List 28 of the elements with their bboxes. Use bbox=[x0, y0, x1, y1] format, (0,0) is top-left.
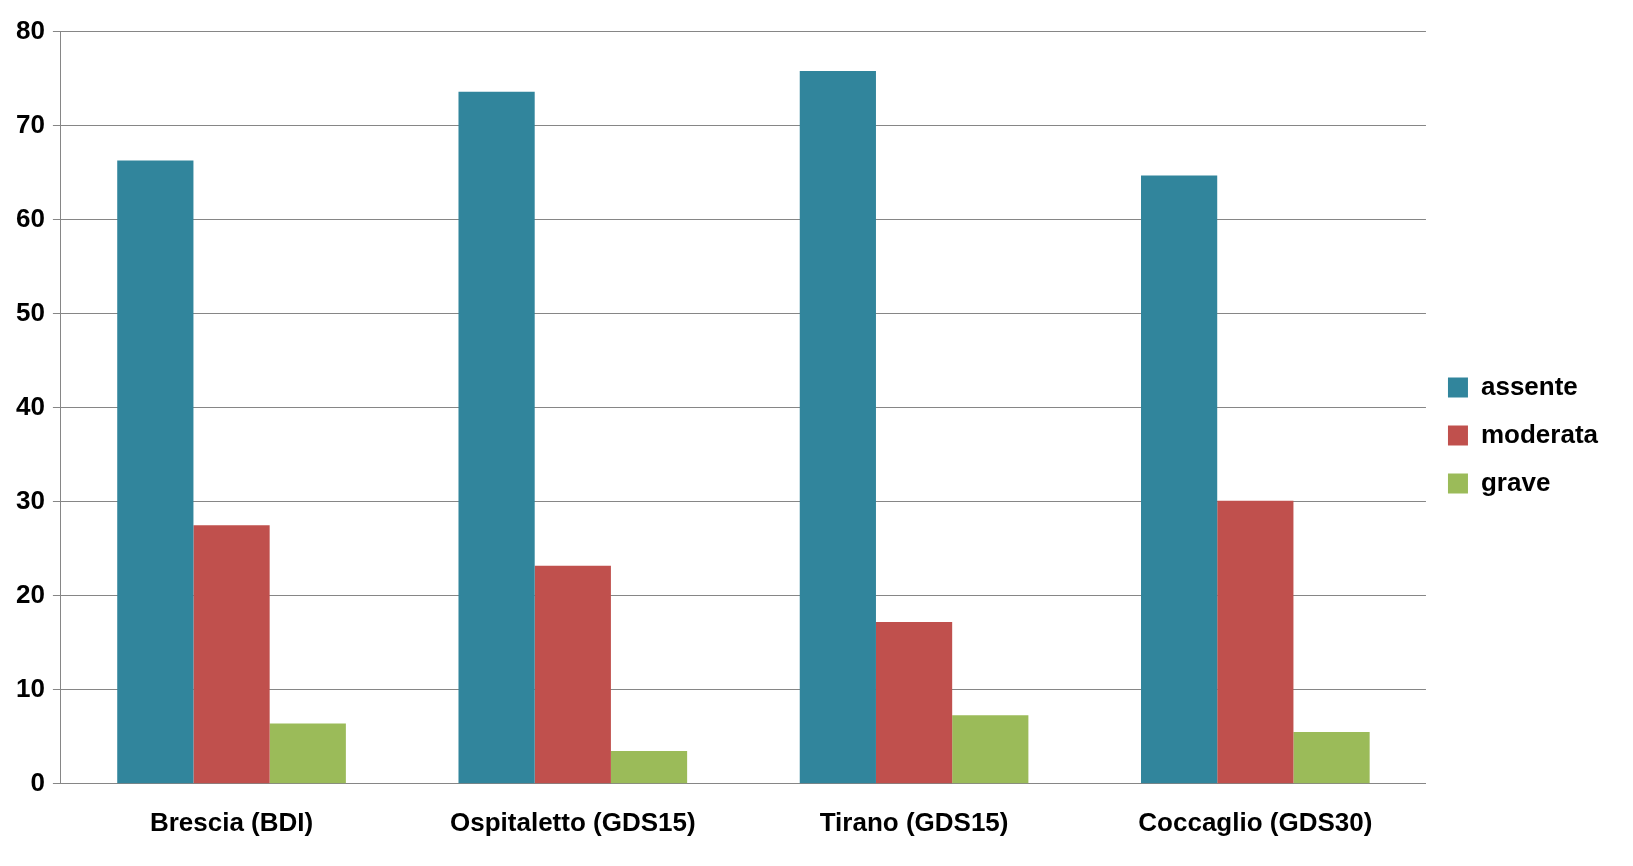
bar bbox=[193, 525, 270, 784]
bar bbox=[799, 71, 876, 784]
bar bbox=[534, 565, 611, 784]
bar bbox=[1141, 175, 1218, 784]
y-tick-label: 30 bbox=[16, 484, 45, 515]
x-tick-label: Ospitaletto (GDS15) bbox=[450, 806, 696, 837]
x-tick-label: Coccaglio (GDS30) bbox=[1138, 806, 1373, 837]
x-tick-label: Tirano (GDS15) bbox=[819, 806, 1009, 837]
bar bbox=[1217, 500, 1294, 784]
x-tick-label: Brescia (BDI) bbox=[149, 806, 314, 837]
bar bbox=[952, 715, 1029, 784]
y-tick-label: 80 bbox=[16, 14, 45, 45]
y-tick-label: 40 bbox=[16, 390, 45, 421]
y-tick-label: 10 bbox=[16, 672, 45, 703]
legend-label: moderata bbox=[1480, 418, 1599, 449]
y-tick-label: 0 bbox=[30, 766, 45, 797]
legend-label: assente bbox=[1480, 370, 1578, 401]
bar bbox=[269, 723, 346, 784]
y-tick-label: 20 bbox=[16, 578, 45, 609]
legend-label: grave bbox=[1480, 466, 1551, 497]
bar bbox=[875, 622, 953, 784]
bar bbox=[610, 750, 688, 784]
y-tick-label: 60 bbox=[16, 202, 45, 233]
y-tick-label: 70 bbox=[16, 108, 45, 139]
y-tick-label: 50 bbox=[16, 296, 45, 327]
bar bbox=[458, 91, 535, 784]
bar bbox=[117, 160, 194, 784]
bar bbox=[1293, 732, 1370, 784]
